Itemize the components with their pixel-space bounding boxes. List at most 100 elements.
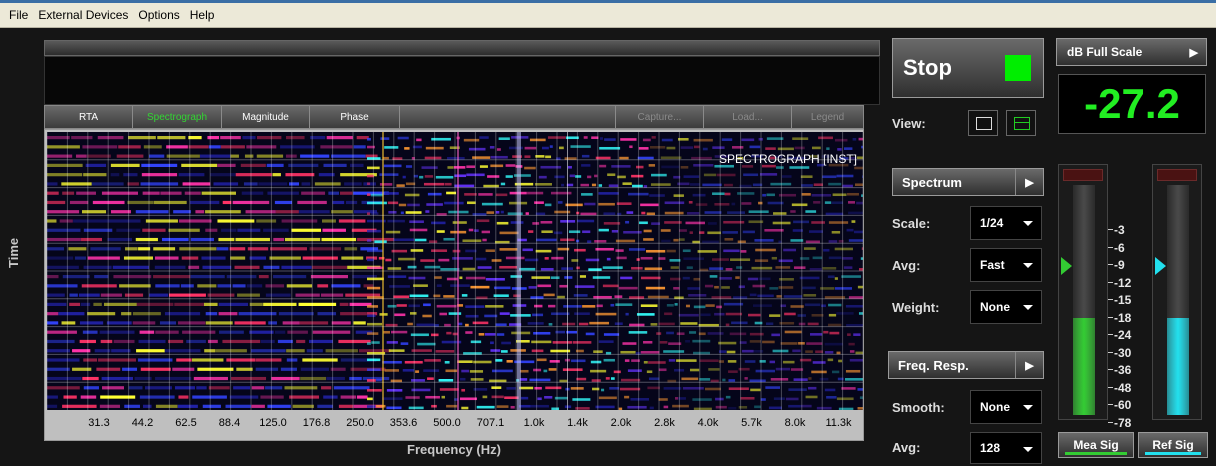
- tab-spectrograph[interactable]: Spectrograph: [133, 106, 222, 128]
- spectro-band: [495, 323, 507, 326]
- menu-options[interactable]: Options: [138, 8, 180, 22]
- spectro-band: [274, 330, 286, 334]
- stop-button[interactable]: Stop: [892, 38, 1044, 98]
- spectro-band: [613, 370, 621, 374]
- spectro-band: [73, 219, 109, 223]
- spectro-band: [792, 229, 804, 232]
- spectro-band: [255, 367, 279, 371]
- spectro-band: [286, 136, 305, 140]
- spectro-band: [566, 183, 574, 187]
- weight-select[interactable]: None: [970, 290, 1042, 324]
- spectro-band: [153, 200, 187, 205]
- spectro-band: [615, 239, 636, 243]
- chevron-down-icon: [1023, 263, 1033, 268]
- spectro-band: [291, 228, 322, 232]
- spectro-band: [301, 182, 311, 186]
- spectro-band: [310, 275, 348, 279]
- spectro-band: [222, 339, 261, 344]
- fr-avg-select[interactable]: 128: [970, 432, 1042, 464]
- spectro-band: [289, 182, 300, 186]
- spectro-band: [576, 266, 580, 270]
- avg-select[interactable]: Fast: [970, 248, 1042, 282]
- spectro-band: [473, 388, 488, 391]
- spectro-band: [851, 220, 856, 223]
- spectro-band: [811, 370, 827, 374]
- spectro-band: [405, 396, 420, 399]
- spectro-band: [47, 376, 82, 381]
- spectro-band: [581, 164, 591, 167]
- ref-peak-indicator[interactable]: [1157, 169, 1197, 181]
- spectro-band: [321, 386, 332, 390]
- smooth-select[interactable]: None: [970, 390, 1042, 424]
- spectro-band: [603, 212, 616, 215]
- spectro-band: [140, 367, 171, 371]
- spectro-band: [699, 268, 709, 272]
- spectro-band: [576, 239, 580, 243]
- view-single-button[interactable]: [968, 110, 998, 136]
- scale-select[interactable]: 1/24: [970, 206, 1042, 240]
- capture-button[interactable]: Capture...: [616, 106, 704, 128]
- spectro-band: [285, 173, 315, 177]
- spectro-band: [599, 146, 621, 150]
- spectro-band: [668, 342, 682, 345]
- spectro-band: [848, 211, 863, 215]
- spectro-band: [136, 302, 174, 306]
- tab-rta[interactable]: RTA: [45, 106, 133, 128]
- spectro-band: [767, 201, 784, 205]
- spectrum-menu[interactable]: Spectrum ▶: [892, 168, 1044, 196]
- spectro-band: [725, 395, 731, 399]
- spectro-band: [101, 376, 134, 381]
- spectro-band: [524, 155, 531, 158]
- spectro-band: [476, 405, 495, 409]
- spectro-band: [205, 321, 233, 325]
- spectro-band: [498, 137, 510, 141]
- spectro-band: [47, 173, 83, 177]
- view-split-button[interactable]: [1006, 110, 1036, 136]
- spectro-band: [424, 156, 442, 160]
- menu-external-devices[interactable]: External Devices: [38, 8, 129, 22]
- spectro-band: [627, 405, 647, 409]
- spectro-band: [826, 147, 830, 150]
- ref-pointer-icon[interactable]: [1155, 257, 1166, 275]
- spectro-band: [798, 322, 806, 326]
- legend-button[interactable]: Legend: [810, 111, 845, 123]
- spectrograph-plot[interactable]: SPECTROGRAPH [INST]: [47, 132, 863, 410]
- spectro-band: [489, 379, 507, 383]
- mea-pointer-icon[interactable]: [1061, 257, 1072, 275]
- load-button[interactable]: Load...: [704, 106, 792, 128]
- mea-level-meter: [1058, 164, 1108, 420]
- tab-magnitude[interactable]: Magnitude: [222, 106, 310, 128]
- spectro-band: [461, 294, 468, 297]
- spectro-band: [478, 333, 485, 336]
- spectro-band: [568, 230, 581, 234]
- ref-sig-button[interactable]: Ref Sig: [1138, 432, 1208, 458]
- spectro-band: [622, 182, 632, 185]
- mea-sig-button[interactable]: Mea Sig: [1058, 432, 1134, 458]
- tab-phase[interactable]: Phase: [310, 106, 400, 128]
- spectro-band: [387, 275, 407, 278]
- menu-file[interactable]: File: [9, 8, 29, 22]
- spectro-band: [695, 203, 708, 206]
- spectro-band: [686, 211, 700, 215]
- spectro-band: [636, 258, 640, 261]
- spectro-band: [108, 219, 141, 223]
- spectro-band: [168, 228, 200, 232]
- meter-scale-menu[interactable]: dB Full Scale ▶: [1056, 38, 1207, 66]
- spectro-band: [367, 239, 372, 242]
- menu-help[interactable]: Help: [189, 8, 215, 22]
- freq-resp-menu[interactable]: Freq. Resp. ▶: [888, 351, 1044, 379]
- spectro-band: [80, 395, 97, 399]
- spectro-band: [766, 137, 784, 140]
- spectro-band: [208, 145, 221, 149]
- spectro-band: [355, 330, 373, 334]
- spectro-band: [446, 156, 465, 160]
- spectro-band: [485, 249, 495, 253]
- spectro-band: [367, 286, 381, 290]
- spectro-band: [609, 387, 620, 390]
- mea-peak-indicator[interactable]: [1063, 169, 1103, 181]
- spectro-band: [680, 322, 698, 325]
- spectro-band: [610, 377, 615, 380]
- spectro-band: [322, 219, 336, 223]
- spectro-band: [310, 136, 326, 140]
- spectro-band: [83, 228, 113, 232]
